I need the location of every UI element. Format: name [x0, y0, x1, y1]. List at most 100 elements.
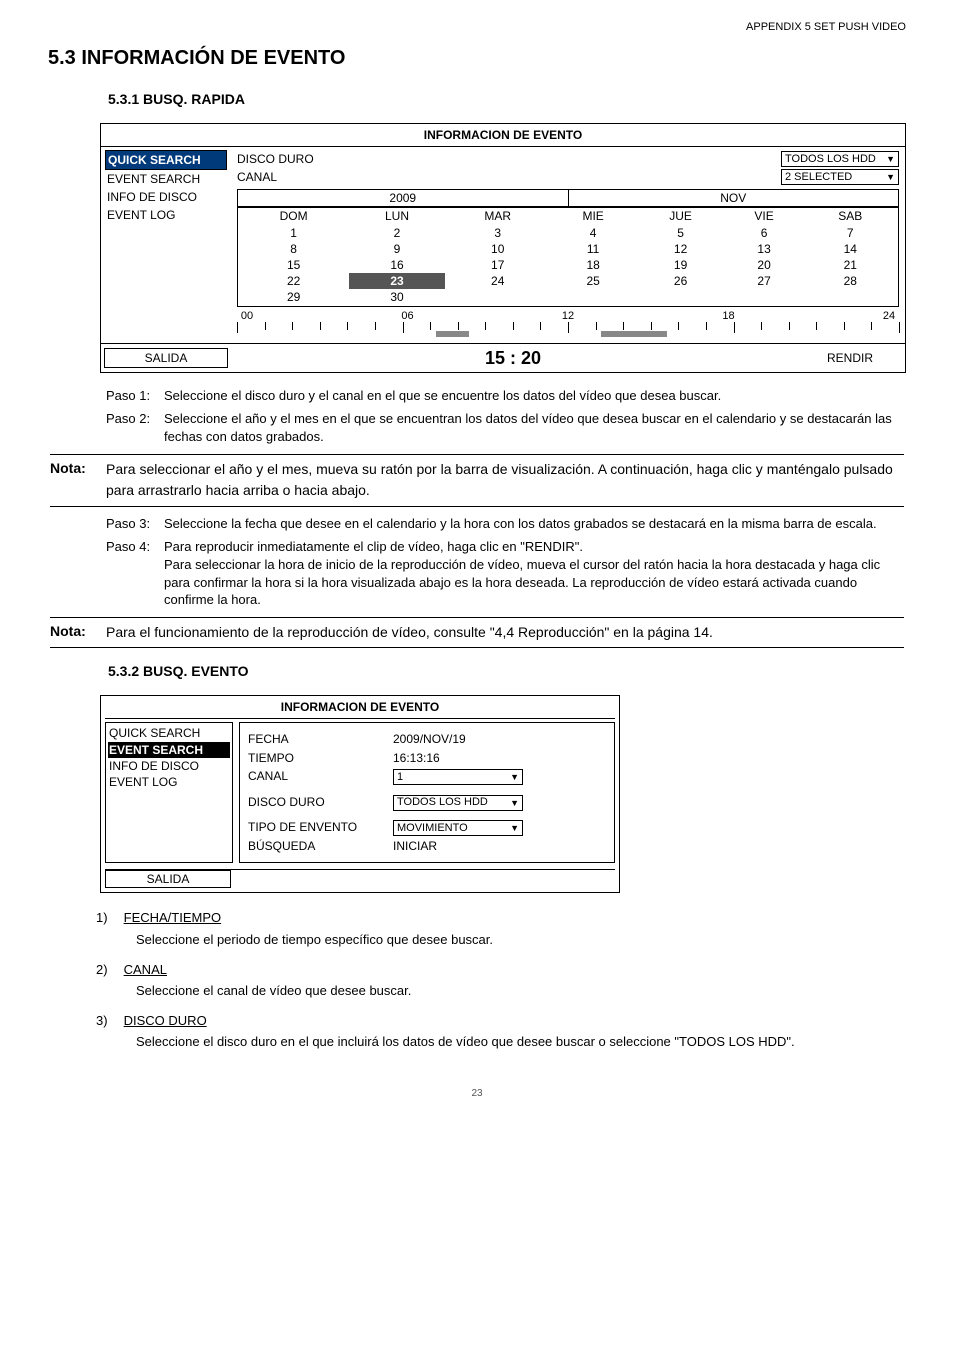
cal-day[interactable]: 2	[349, 225, 444, 241]
cal-day[interactable]	[551, 289, 636, 305]
calendar-year[interactable]: 2009	[238, 190, 569, 207]
timeline-segment[interactable]	[601, 331, 667, 337]
cal-day[interactable]: 15	[238, 257, 349, 273]
timeline-hour: 00	[239, 309, 255, 324]
cal-day[interactable]: 17	[445, 257, 551, 273]
def-3: 3) DISCO DURO	[96, 1012, 906, 1030]
def-2: 2) CANAL	[96, 961, 906, 979]
chevron-down-icon: ▼	[510, 771, 519, 783]
canal-label: CANAL	[237, 169, 407, 185]
cal-day[interactable]: 21	[803, 257, 898, 273]
panel2-sidebar: QUICK SEARCH EVENT SEARCH INFO DE DISCO …	[105, 722, 233, 863]
def-num: 3)	[96, 1012, 120, 1030]
cal-day[interactable]: 11	[551, 241, 636, 257]
disco-duro-select[interactable]: TODOS LOS HDD▼	[393, 795, 523, 811]
cal-day[interactable]: 12	[636, 241, 726, 257]
canal-select[interactable]: 2 SELECTED ▼	[781, 169, 899, 185]
cal-day[interactable]: 20	[726, 257, 803, 273]
paso-4: Paso 4: Para reproducir inmediatamente e…	[106, 538, 906, 608]
paso-text: Seleccione el año y el mes en el que se …	[164, 410, 906, 445]
salida-button[interactable]: SALIDA	[104, 348, 228, 368]
time-display: 15 : 20	[231, 344, 795, 372]
disco-duro-label: DISCO DURO	[237, 151, 407, 167]
tipo-evento-select-value: MOVIMIENTO	[397, 821, 468, 836]
def-num: 1)	[96, 909, 120, 927]
disco-duro-select[interactable]: TODOS LOS HDD ▼	[781, 151, 899, 167]
cal-day[interactable]: 30	[349, 289, 444, 305]
subsection-1-title: 5.3.1 BUSQ. RAPIDA	[108, 90, 906, 109]
cal-day[interactable]: 13	[726, 241, 803, 257]
fecha-value: 2009/NOV/19	[393, 731, 606, 747]
calendar-month[interactable]: NOV	[569, 190, 899, 207]
cal-day-selected[interactable]: 23	[349, 273, 444, 289]
cal-day[interactable]: 18	[551, 257, 636, 273]
cal-day[interactable]	[726, 289, 803, 305]
sidebar-item-event-search[interactable]: EVENT SEARCH	[105, 170, 227, 188]
cal-head-mar: MAR	[445, 208, 551, 225]
fecha-label: FECHA	[248, 731, 393, 747]
cal-day[interactable]: 19	[636, 257, 726, 273]
timeline-segment[interactable]	[436, 331, 469, 337]
sidebar-item-event-search[interactable]: EVENT SEARCH	[108, 742, 230, 758]
def-2-desc: Seleccione el canal de vídeo que desee b…	[136, 982, 906, 1000]
disco-duro-value: TODOS LOS HDD	[785, 152, 876, 167]
cal-day[interactable]: 14	[803, 241, 898, 257]
cal-day[interactable]: 5	[636, 225, 726, 241]
panel1-title: INFORMACION DE EVENTO	[101, 124, 905, 147]
cal-day[interactable]	[636, 289, 726, 305]
cal-day[interactable]: 3	[445, 225, 551, 241]
timeline-hour: 24	[881, 309, 897, 324]
cal-day[interactable]: 27	[726, 273, 803, 289]
def-term: DISCO DURO	[124, 1013, 207, 1028]
canal-label: CANAL	[248, 768, 393, 784]
tipo-evento-select[interactable]: MOVIMIENTO▼	[393, 820, 523, 836]
sidebar-item-event-log[interactable]: EVENT LOG	[108, 774, 230, 790]
cal-day[interactable]: 22	[238, 273, 349, 289]
chevron-down-icon: ▼	[510, 797, 519, 809]
cal-day[interactable]	[803, 289, 898, 305]
cal-day[interactable]: 7	[803, 225, 898, 241]
cal-day[interactable]: 25	[551, 273, 636, 289]
cal-day[interactable]: 28	[803, 273, 898, 289]
cal-day[interactable]: 6	[726, 225, 803, 241]
cal-day[interactable]: 24	[445, 273, 551, 289]
tiempo-label: TIEMPO	[248, 750, 393, 766]
canal-value: 2 SELECTED	[785, 170, 852, 185]
cal-day[interactable]: 10	[445, 241, 551, 257]
canal-select-value: 1	[397, 770, 403, 785]
salida-button[interactable]: SALIDA	[105, 870, 231, 888]
cal-day[interactable]: 29	[238, 289, 349, 305]
busqueda-label: BÚSQUEDA	[248, 838, 393, 854]
cal-day[interactable]: 26	[636, 273, 726, 289]
sidebar-item-quick-search[interactable]: QUICK SEARCH	[105, 150, 227, 170]
nota-label: Nota:	[50, 459, 106, 502]
panel1-sidebar: QUICK SEARCH EVENT SEARCH INFO DE DISCO …	[101, 147, 231, 343]
calendar[interactable]: 2009 NOV DOM LUN MAR MIE JUE VIE SAB 1	[237, 189, 899, 306]
cal-head-lun: LUN	[349, 208, 444, 225]
sidebar-item-info-de-disco[interactable]: INFO DE DISCO	[105, 188, 227, 206]
cal-head-mie: MIE	[551, 208, 636, 225]
canal-select[interactable]: 1▼	[393, 769, 523, 785]
paso-label: Paso 2:	[106, 410, 164, 445]
paso-label: Paso 4:	[106, 538, 164, 608]
cal-head-vie: VIE	[726, 208, 803, 225]
rendir-button[interactable]: RENDIR	[795, 350, 905, 366]
panel2-main: FECHA 2009/NOV/19 TIEMPO 16:13:16 CANAL …	[239, 722, 615, 863]
sidebar-item-info-de-disco[interactable]: INFO DE DISCO	[108, 758, 230, 774]
cal-day[interactable]: 9	[349, 241, 444, 257]
cal-day[interactable]: 4	[551, 225, 636, 241]
paso-label: Paso 3:	[106, 515, 164, 533]
cal-day[interactable]: 8	[238, 241, 349, 257]
tiempo-value: 16:13:16	[393, 750, 606, 766]
busqueda-value[interactable]: INICIAR	[393, 838, 606, 854]
chevron-down-icon: ▼	[886, 171, 895, 183]
cal-day[interactable]	[445, 289, 551, 305]
cal-day[interactable]: 1	[238, 225, 349, 241]
sidebar-item-event-log[interactable]: EVENT LOG	[105, 206, 227, 224]
event-search-panel: INFORMACION DE EVENTO QUICK SEARCH EVENT…	[100, 695, 620, 893]
cal-day[interactable]: 16	[349, 257, 444, 273]
sidebar-item-quick-search[interactable]: QUICK SEARCH	[108, 725, 230, 741]
subsection-2-title: 5.3.2 BUSQ. EVENTO	[108, 662, 906, 681]
cal-head-sab: SAB	[803, 208, 898, 225]
timeline[interactable]: 00 06 12 18 24	[237, 309, 899, 337]
